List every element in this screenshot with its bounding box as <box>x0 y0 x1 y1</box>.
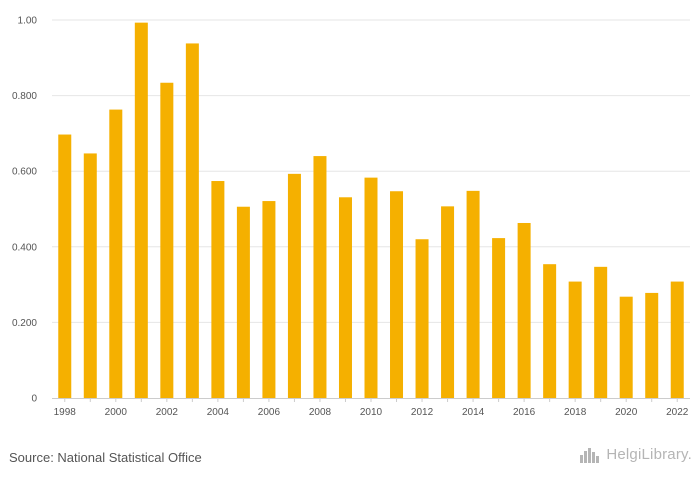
bar-2016 <box>517 222 531 398</box>
bar-1999 <box>83 153 97 398</box>
x-tick-label: 2006 <box>258 407 281 418</box>
x-tick-label: 2012 <box>411 407 434 418</box>
logo-text: HelgiLibrary. <box>606 446 692 463</box>
x-tick-label: 2000 <box>105 407 128 418</box>
x-tick-label: 2002 <box>156 407 179 418</box>
bar-2004 <box>211 181 225 398</box>
bar-2015 <box>492 238 506 398</box>
bar-2018 <box>568 281 582 398</box>
helgi-library-logo: HelgiLibrary. <box>580 446 692 463</box>
y-tick-label: 0.800 <box>12 91 37 102</box>
bar-2020 <box>619 296 633 398</box>
bar-2014 <box>466 190 480 398</box>
x-tick-label: 2004 <box>207 407 230 418</box>
bar-2007 <box>287 173 301 398</box>
bar-2006 <box>262 201 276 398</box>
city-skyline-icon <box>580 447 600 463</box>
bar-2010 <box>364 177 378 398</box>
bar-2005 <box>236 206 250 398</box>
bar-2017 <box>543 264 557 398</box>
bar-2000 <box>109 109 123 398</box>
x-tick-label: 2014 <box>462 407 485 418</box>
bar-2011 <box>390 191 404 398</box>
bar-1998 <box>58 134 72 398</box>
y-tick-label: 1.00 <box>18 16 38 27</box>
bar-2009 <box>338 197 352 398</box>
y-tick-label: 0.200 <box>12 318 37 329</box>
bar-2021 <box>645 292 659 398</box>
x-tick-label: 2008 <box>309 407 332 418</box>
y-tick-label: 0.400 <box>12 242 37 253</box>
source-note: Source: National Statistical Office <box>9 450 202 465</box>
x-tick-label: 2016 <box>513 407 536 418</box>
bar-2022 <box>670 281 684 398</box>
y-tick-label: 0 <box>31 394 37 405</box>
bar-2003 <box>185 43 199 398</box>
x-tick-label: 1998 <box>54 407 77 418</box>
y-tick-label: 0.600 <box>12 167 37 178</box>
x-tick-label: 2018 <box>564 407 587 418</box>
bar-2001 <box>134 22 148 399</box>
bar-2019 <box>594 266 608 398</box>
bar-2002 <box>160 82 174 399</box>
bar-2012 <box>415 239 429 398</box>
bar-2013 <box>441 206 455 398</box>
x-tick-label: 2022 <box>666 407 689 418</box>
x-tick-label: 2010 <box>360 407 383 418</box>
bar-chart: 0 0.200 0.400 0.600 0.800 1.00 1998 2000 2002 200… <box>12 16 690 418</box>
bar-2008 <box>313 156 327 398</box>
x-tick-label: 2020 <box>615 407 638 418</box>
